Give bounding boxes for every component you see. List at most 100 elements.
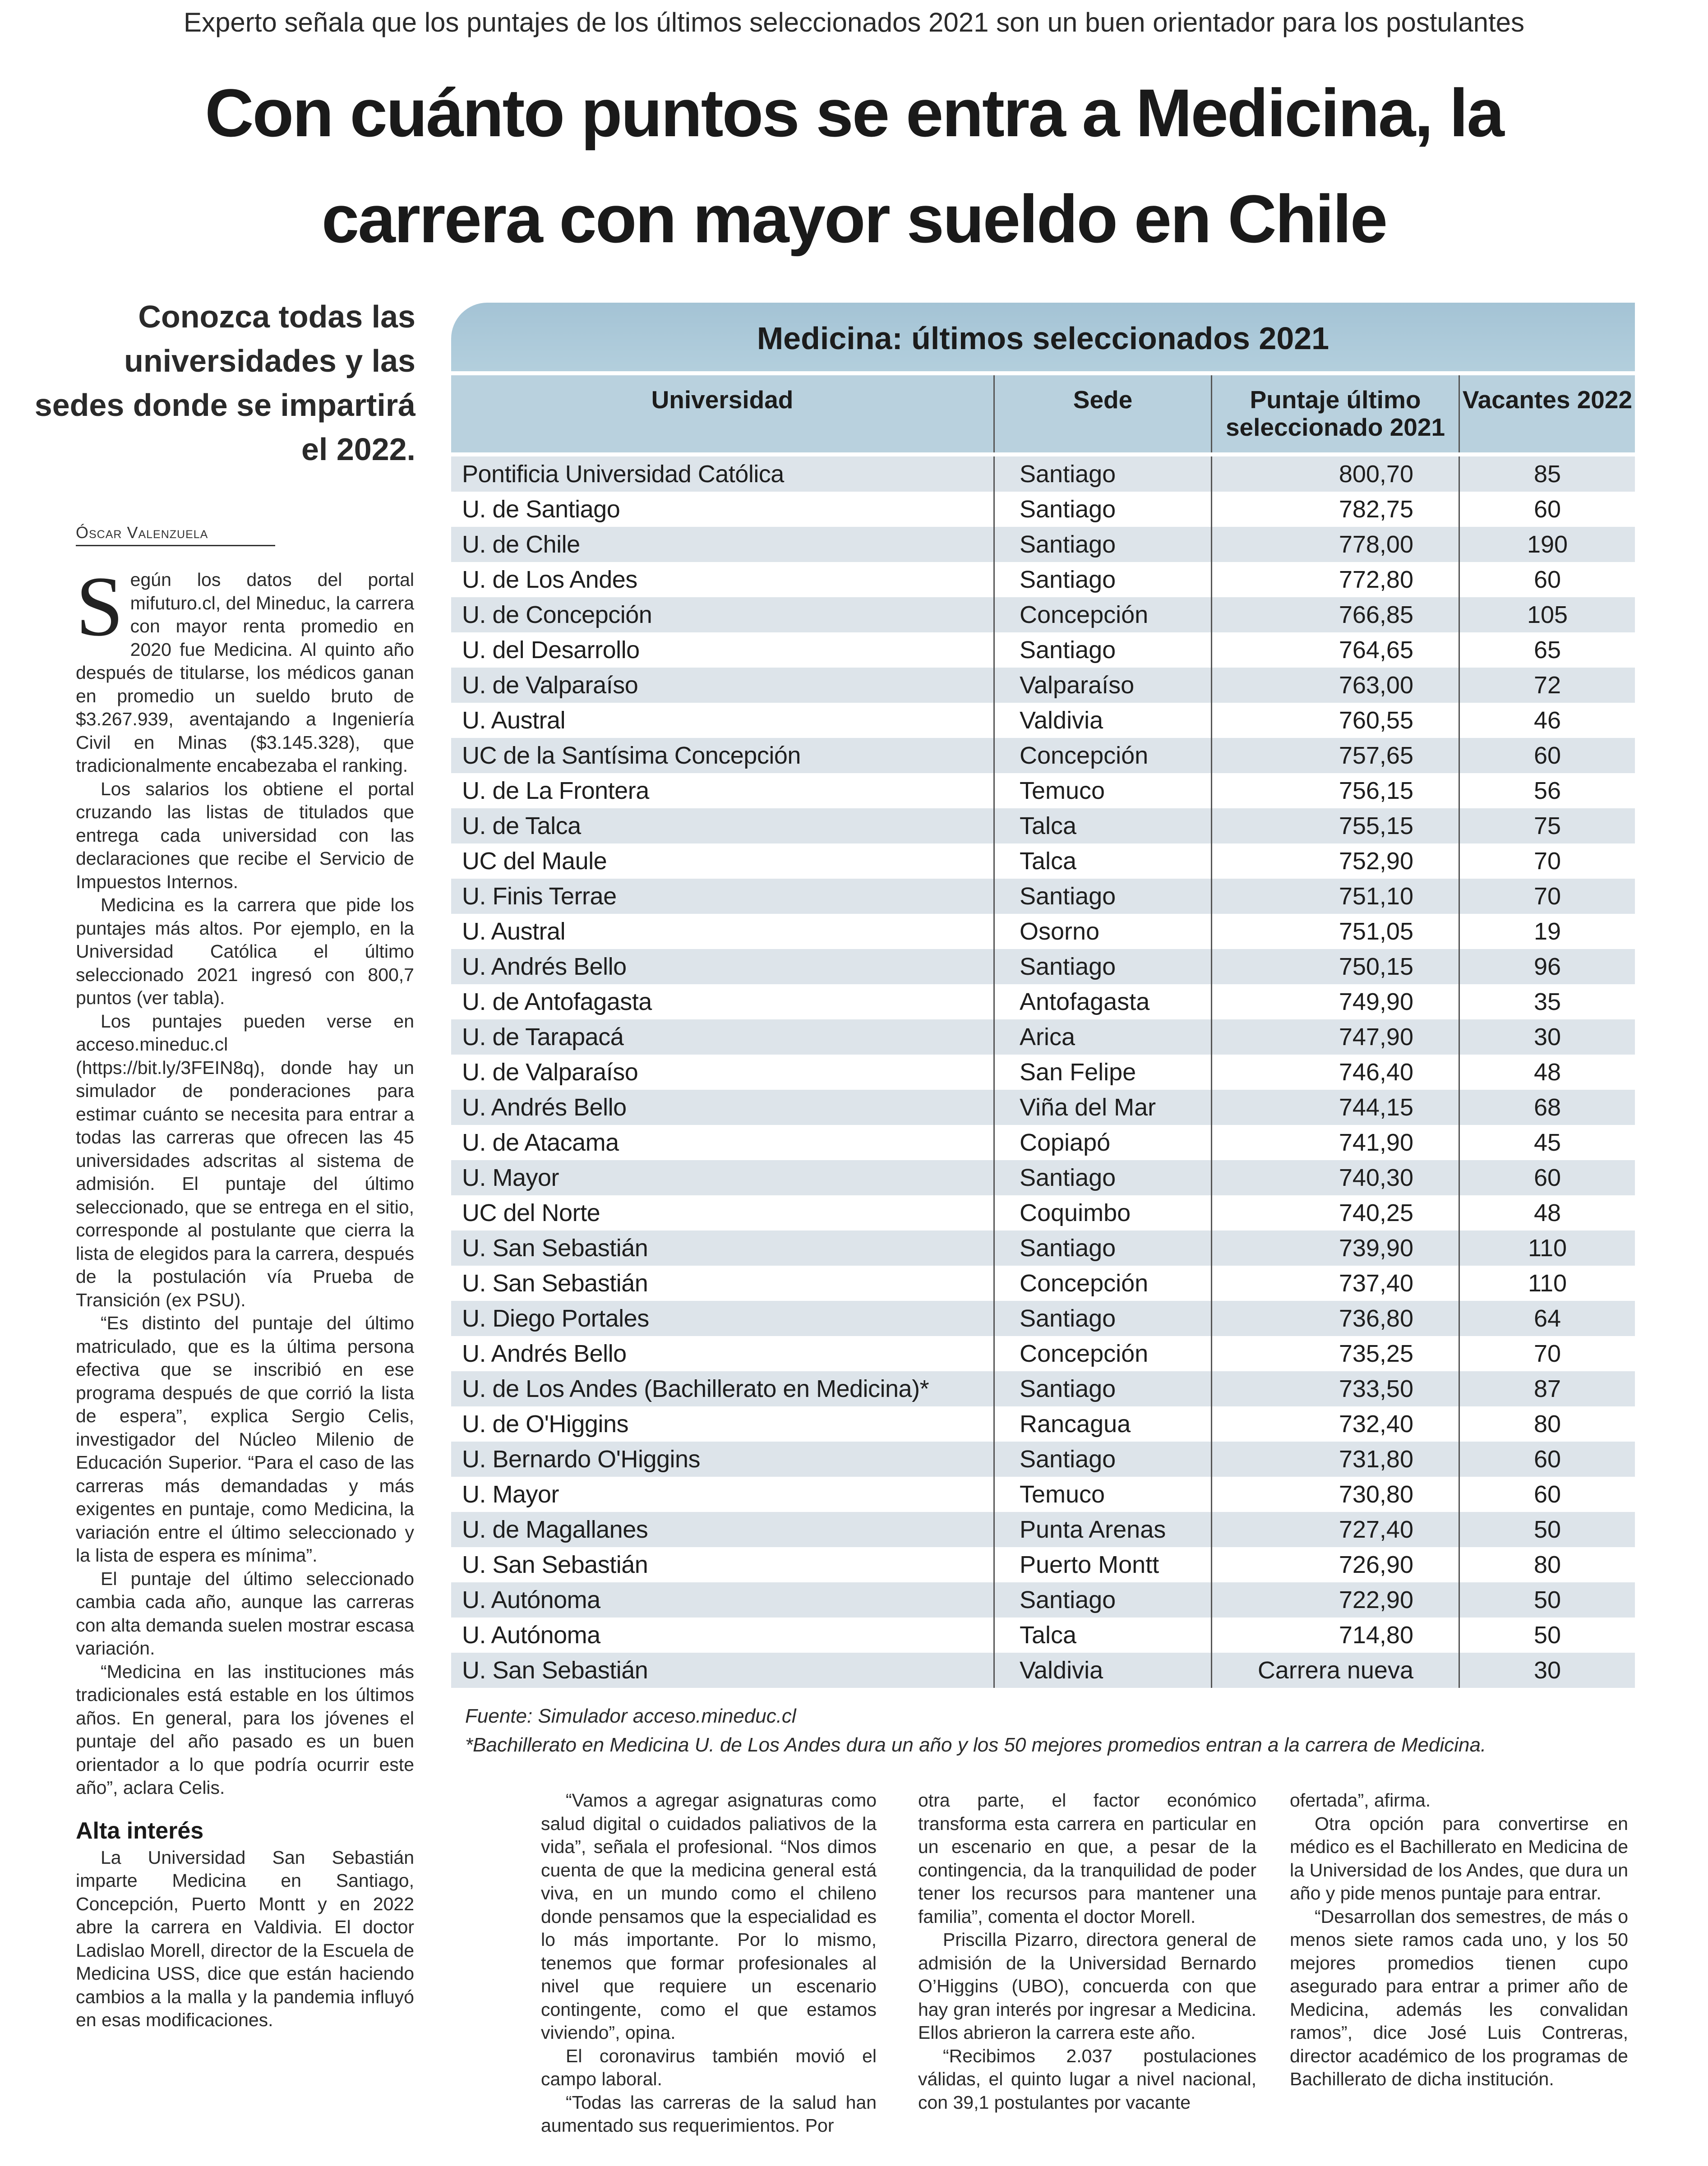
table-row: U. San Sebastián Valdivia Carrera nueva 30: [451, 1653, 1635, 1688]
cell-vacantes: 45: [1459, 1125, 1635, 1160]
cell-universidad: U. de Los Andes (Bachillerato en Medicin…: [462, 1375, 929, 1402]
table-row: U. San Sebastián Puerto Montt 726,90 80: [451, 1547, 1635, 1582]
cell-vacantes: 85: [1459, 456, 1635, 492]
cell-puntaje: 744,15: [1211, 1090, 1459, 1125]
column-header-vacantes: Vacantes 2022: [1459, 375, 1635, 452]
table-row: U. de Santiago Santiago 782,75 60: [451, 492, 1635, 527]
cell-vacantes: 110: [1459, 1230, 1635, 1266]
cell-sede: Arica: [993, 1019, 1211, 1055]
cell-sede: Santiago: [993, 879, 1211, 914]
cell-universidad: UC de la Santísima Concepción: [462, 742, 801, 769]
cell-vacantes: 64: [1459, 1301, 1635, 1336]
table-row: U. Austral Osorno 751,05 19: [451, 914, 1635, 949]
paragraph: otra parte, el factor económico transfor…: [918, 1790, 1256, 1927]
table-row: U. Andrés Bello Concepción 735,25 70: [451, 1336, 1635, 1371]
cell-vacantes: 68: [1459, 1090, 1635, 1125]
cell-vacantes: 46: [1459, 703, 1635, 738]
cell-vacantes: 72: [1459, 668, 1635, 703]
cell-puntaje: 722,90: [1211, 1582, 1459, 1618]
cell-puntaje: 736,80: [1211, 1301, 1459, 1336]
cell-puntaje: Carrera nueva: [1211, 1653, 1459, 1688]
cell-universidad: U. Mayor: [462, 1481, 559, 1508]
cell-sede: San Felipe: [993, 1055, 1211, 1090]
cell-universidad: U. San Sebastián: [462, 1551, 648, 1578]
cell-sede: Santiago: [993, 1230, 1211, 1266]
table-row: U. de Los Andes (Bachillerato en Medicin…: [451, 1371, 1635, 1406]
bottom-column-1: “Vamos a agregar asignaturas como salud …: [541, 1789, 877, 2138]
column-header-sede: Sede: [993, 375, 1211, 452]
cell-sede: Viña del Mar: [993, 1090, 1211, 1125]
cell-sede: Santiago: [993, 1582, 1211, 1618]
paragraph: “Es distinto del puntaje del último matr…: [76, 1313, 414, 1566]
paragraph: Otra opción para convertirse en médico e…: [1290, 1813, 1628, 1904]
cell-vacantes: 190: [1459, 527, 1635, 562]
cell-puntaje: 800,70: [1211, 456, 1459, 492]
cell-vacantes: 105: [1459, 597, 1635, 632]
cell-sede: Antofagasta: [993, 984, 1211, 1019]
cell-universidad: U. de La Frontera: [462, 777, 649, 804]
cell-universidad: U. Andrés Bello: [462, 1340, 627, 1367]
table-row: U. de Atacama Copiapó 741,90 45: [451, 1125, 1635, 1160]
cell-universidad: U. de Valparaíso: [462, 672, 638, 699]
cell-puntaje: 756,15: [1211, 773, 1459, 808]
cell-universidad: U. Diego Portales: [462, 1305, 649, 1332]
cell-vacantes: 60: [1459, 492, 1635, 527]
table-row: U. de Valparaíso Valparaíso 763,00 72: [451, 668, 1635, 703]
table-row: U. Andrés Bello Viña del Mar 744,15 68: [451, 1090, 1635, 1125]
cell-puntaje: 760,55: [1211, 703, 1459, 738]
cell-sede: Santiago: [993, 632, 1211, 668]
cell-sede: Concepción: [993, 1336, 1211, 1371]
cell-puntaje: 782,75: [1211, 492, 1459, 527]
table-row: U. Bernardo O'Higgins Santiago 731,80 60: [451, 1442, 1635, 1477]
cell-sede: Punta Arenas: [993, 1512, 1211, 1547]
deck: Conozca todas las universidades y las se…: [34, 299, 415, 467]
cell-puntaje: 750,15: [1211, 949, 1459, 984]
cell-universidad: U. de Los Andes: [462, 566, 637, 593]
byline: Óscar Valenzuela: [76, 523, 275, 546]
cell-sede: Talca: [993, 843, 1211, 879]
cell-vacantes: 30: [1459, 1019, 1635, 1055]
cell-universidad: U. Autónoma: [462, 1586, 600, 1613]
cell-sede: Rancagua: [993, 1406, 1211, 1442]
table-row: U. del Desarrollo Santiago 764,65 65: [451, 632, 1635, 668]
table-row: U. San Sebastián Concepción 737,40 110: [451, 1266, 1635, 1301]
cell-puntaje: 749,90: [1211, 984, 1459, 1019]
paragraph: El puntaje del último seleccionado cambi…: [76, 1568, 414, 1659]
cell-universidad: U. Bernardo O'Higgins: [462, 1446, 701, 1473]
cell-vacantes: 50: [1459, 1582, 1635, 1618]
table-row: Pontificia Universidad Católica Santiago 8…: [451, 456, 1635, 492]
cell-puntaje: 747,90: [1211, 1019, 1459, 1055]
cell-puntaje: 733,50: [1211, 1371, 1459, 1406]
cell-vacantes: 70: [1459, 879, 1635, 914]
cell-puntaje: 764,65: [1211, 632, 1459, 668]
cell-vacantes: 60: [1459, 1477, 1635, 1512]
cell-puntaje: 778,00: [1211, 527, 1459, 562]
headline-line-2: carrera con mayor sueldo en Chile: [321, 181, 1388, 257]
cell-universidad: U. San Sebastián: [462, 1657, 648, 1684]
table-row: U. de La Frontera Temuco 756,15 56: [451, 773, 1635, 808]
table-row: U. de Valparaíso San Felipe 746,40 48: [451, 1055, 1635, 1090]
cell-vacantes: 60: [1459, 1160, 1635, 1195]
table-row: U. de Chile Santiago 778,00 190: [451, 527, 1635, 562]
cell-vacantes: 60: [1459, 562, 1635, 597]
paragraph: “Desarrollan dos semestres, de más o men…: [1290, 1906, 1628, 2090]
table-footnote: *Bachillerato en Medicina U. de Los Ande…: [465, 1734, 1486, 1756]
table-row: U. de Concepción Concepción 766,85 105: [451, 597, 1635, 632]
cell-universidad: U. de Chile: [462, 531, 580, 558]
kicker: Experto señala que los puntajes de los ú…: [184, 7, 1524, 37]
cell-sede: Valdivia: [993, 703, 1211, 738]
cell-puntaje: 746,40: [1211, 1055, 1459, 1090]
cell-vacantes: 60: [1459, 1442, 1635, 1477]
table-row: UC del Maule Talca 752,90 70: [451, 843, 1635, 879]
table-body: Pontificia Universidad Católica Santiago 8…: [451, 456, 1635, 1688]
cell-puntaje: 727,40: [1211, 1512, 1459, 1547]
cell-universidad: U. Autónoma: [462, 1622, 600, 1649]
table-row: U. de Tarapacá Arica 747,90 30: [451, 1019, 1635, 1055]
cell-universidad: U. San Sebastián: [462, 1270, 648, 1297]
paragraph: Los puntajes pueden verse en acceso.mine…: [76, 1010, 414, 1310]
left-article-column: S egún los datos del portal mifuturo.cl,…: [76, 564, 414, 2032]
cell-sede: Santiago: [993, 527, 1211, 562]
cell-universidad: U. San Sebastián: [462, 1235, 648, 1262]
cell-sede: Talca: [993, 1618, 1211, 1653]
cell-sede: Temuco: [993, 1477, 1211, 1512]
